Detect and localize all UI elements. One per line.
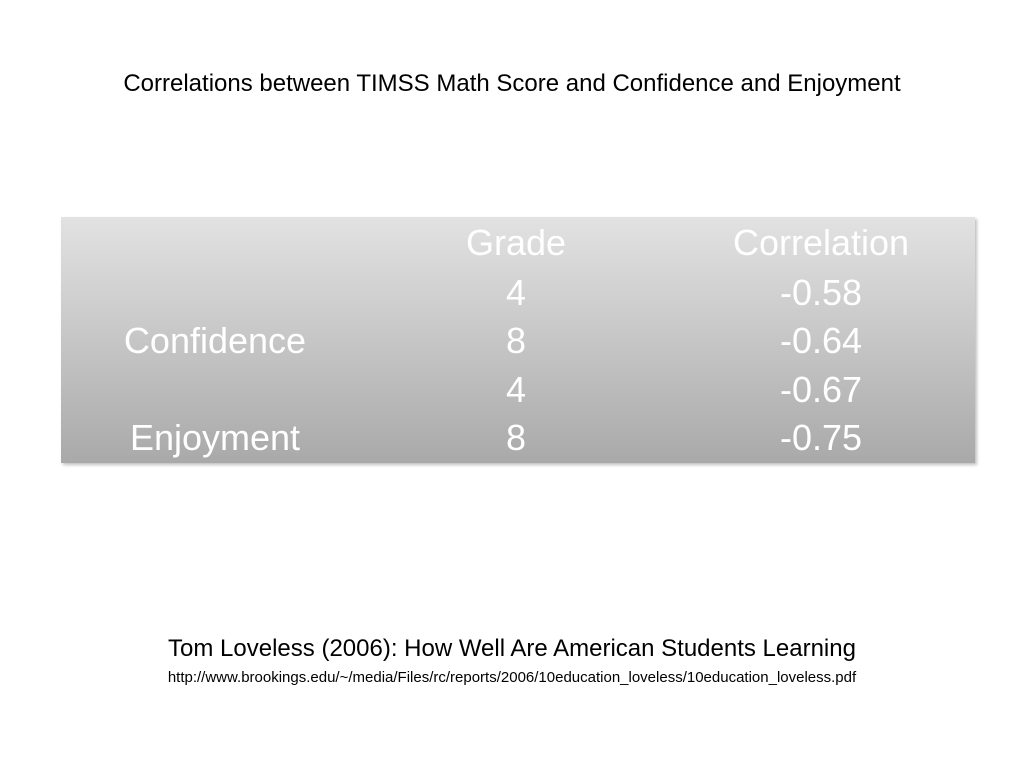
- slide-title: Correlations between TIMSS Math Score an…: [123, 70, 901, 97]
- table-header-label: [61, 219, 369, 267]
- table-row-grade: 8: [505, 417, 527, 458]
- table-row-label: Confidence: [123, 320, 307, 361]
- citation-text: Tom Loveless (2006): How Well Are Americ…: [168, 635, 856, 662]
- table-header-grade: Grade: [465, 222, 567, 263]
- table-row-label: Enjoyment: [129, 417, 301, 458]
- correlation-table: Grade Correlation 4 -0.58 Confidence 8 -…: [61, 217, 975, 463]
- table-row-label: [61, 366, 369, 414]
- citation-url: http://www.brookings.edu/~/media/Files/r…: [167, 669, 857, 686]
- table-header-correlation: Correlation: [732, 222, 910, 263]
- table-row-label: [61, 269, 369, 317]
- table-row-correlation: -0.64: [779, 320, 863, 361]
- table-row-grade: 4: [505, 272, 527, 313]
- table-row-grade: 4: [505, 369, 527, 410]
- table-row-correlation: -0.67: [779, 369, 863, 410]
- table-row-correlation: -0.58: [779, 272, 863, 313]
- table-row-grade: 8: [505, 320, 527, 361]
- table-row-correlation: -0.75: [779, 417, 863, 458]
